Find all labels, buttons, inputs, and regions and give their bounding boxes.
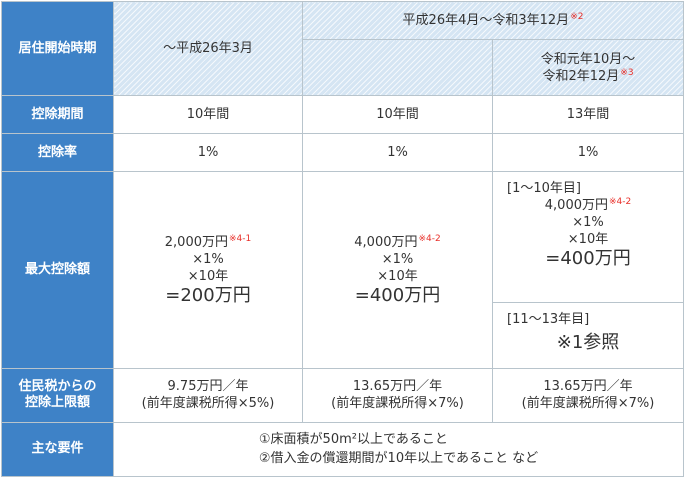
col3-max-upper-label: [1～10年目] — [507, 181, 581, 197]
col1-period: 10年間 — [113, 95, 303, 135]
requirement-2: ②借入金の償還期間が10年以上であること など — [258, 451, 539, 467]
col2-max: 4,000万円※4-2 ×1% ×10年 =400万円 — [302, 171, 493, 369]
col1-max: 2,000万円※4-1 ×1% ×10年 =200万円 — [113, 171, 303, 369]
note-4-1: ※4-1 — [228, 233, 252, 244]
note-4-2: ※4-2 — [418, 233, 441, 244]
col3-max-lower-text: ※1参照 — [556, 331, 620, 353]
col3-max-lower: [11～13年目] ※1参照 — [491, 301, 684, 369]
col2-header-empty — [302, 39, 493, 97]
col2-resident: 13.65万円／年 (前年度課税所得×7%) — [302, 367, 493, 423]
row-label-resident: 住民税からの 控除上限額 — [1, 367, 114, 423]
col3-period: 13年間 — [491, 95, 684, 135]
requirement-1: ①床面積が50m²以上であること — [258, 432, 448, 448]
row-label-max: 最大控除額 — [1, 171, 114, 369]
col3-max-lower-label: [11～13年目] — [507, 311, 590, 327]
col1-rate: 1% — [113, 133, 303, 173]
note-3: ※3 — [620, 67, 634, 78]
note-2: ※2 — [570, 12, 584, 23]
col3-max-upper: [1～10年目] 4,000万円※4-2 ×1% ×10年 =400万円 — [491, 171, 684, 303]
col23-header: 平成26年4月～令和3年12月※2 — [301, 0, 684, 41]
row-label-period: 控除期間 — [1, 95, 114, 135]
col1-header: ～平成26年3月 — [113, 0, 303, 97]
col2-period: 10年間 — [302, 95, 493, 135]
note-4-2-col3: ※4-2 — [608, 197, 632, 208]
row-label-requirements: 主な要件 — [1, 421, 114, 478]
row-label-rate: 控除率 — [1, 133, 114, 173]
col3-header: 令和元年10月～ 令和2年12月※3 — [491, 39, 684, 97]
col3-resident: 13.65万円／年 (前年度課税所得×7%) — [491, 367, 684, 423]
row-label-start: 居住開始時期 — [1, 0, 114, 97]
col2-rate: 1% — [302, 133, 493, 173]
col3-rate: 1% — [491, 133, 684, 173]
col1-resident: 9.75万円／年 (前年度課税所得×5%) — [113, 367, 303, 423]
requirements-cell: ①床面積が50m²以上であること ②借入金の償還期間が10年以上であること など — [112, 421, 684, 478]
